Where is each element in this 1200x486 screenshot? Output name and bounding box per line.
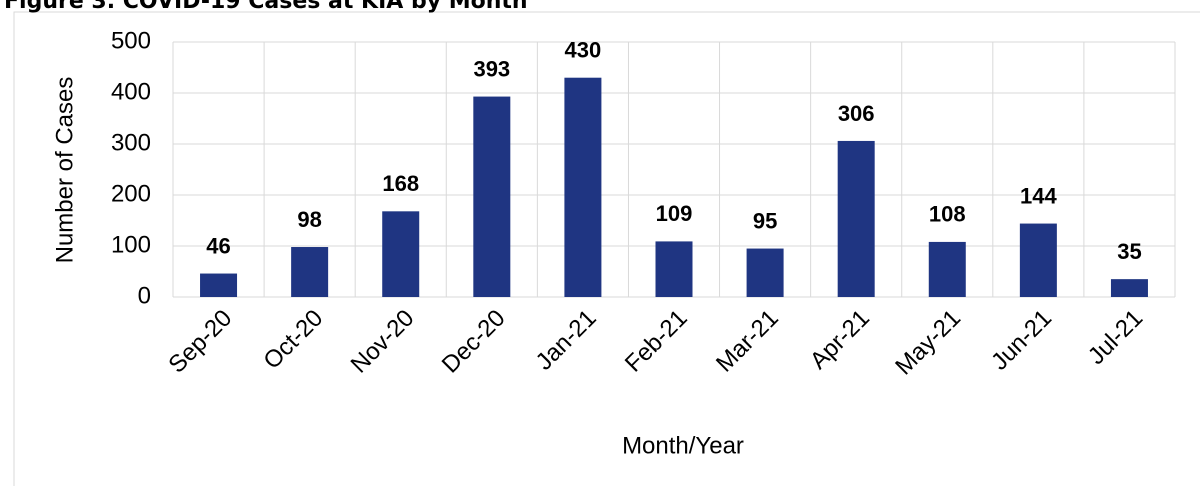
- bar: [564, 77, 602, 297]
- bar: [746, 248, 784, 297]
- y-tick-label: 200: [111, 180, 151, 207]
- y-tick-label: 100: [111, 231, 151, 258]
- bar: [382, 211, 420, 297]
- y-tick-label: 500: [111, 27, 151, 54]
- y-tick-label: 300: [111, 129, 151, 156]
- y-tick-label: 0: [138, 282, 151, 309]
- data-label: 393: [473, 56, 510, 81]
- data-label: 168: [382, 171, 419, 196]
- data-label: 35: [1117, 239, 1141, 264]
- y-axis-title: Number of Cases: [51, 77, 78, 264]
- data-label: 108: [929, 202, 966, 227]
- bar: [1019, 223, 1057, 297]
- data-label: 98: [297, 207, 321, 232]
- bar: [291, 247, 329, 297]
- x-axis-title: Month/Year: [622, 432, 744, 459]
- bar: [473, 96, 511, 297]
- bar: [837, 140, 875, 297]
- bar: [200, 273, 238, 297]
- bar: [928, 241, 966, 297]
- chart-title: Figure 3. COVID-19 Cases at KIA by Month: [4, 0, 528, 14]
- bar: [655, 241, 693, 297]
- data-label: 306: [838, 101, 875, 126]
- data-label: 109: [656, 201, 693, 226]
- chart-frame: [13, 11, 1200, 486]
- data-label: 430: [565, 38, 602, 63]
- bar: [1110, 279, 1148, 297]
- data-label: 46: [206, 233, 230, 258]
- data-label: 144: [1020, 183, 1057, 208]
- y-tick-label: 400: [111, 78, 151, 105]
- data-label: 95: [753, 208, 777, 233]
